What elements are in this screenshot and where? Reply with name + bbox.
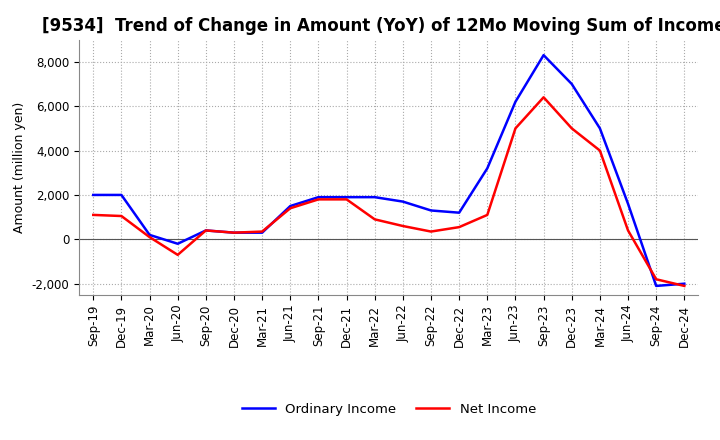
- Net Income: [427, 229, 436, 234]
- Ordinary Income: [89, 192, 98, 198]
- Ordinary Income: [455, 210, 464, 215]
- Legend: Ordinary Income, Net Income: Ordinary Income, Net Income: [236, 397, 541, 421]
- Ordinary Income: [427, 208, 436, 213]
- Ordinary Income: [174, 241, 182, 246]
- Net Income: [680, 283, 688, 289]
- Net Income: [342, 197, 351, 202]
- Net Income: [483, 212, 492, 217]
- Y-axis label: Amount (million yen): Amount (million yen): [13, 102, 26, 233]
- Ordinary Income: [370, 194, 379, 200]
- Ordinary Income: [286, 203, 294, 209]
- Net Income: [511, 126, 520, 131]
- Ordinary Income: [202, 228, 210, 233]
- Ordinary Income: [511, 99, 520, 104]
- Net Income: [595, 148, 604, 153]
- Ordinary Income: [624, 201, 632, 206]
- Net Income: [455, 224, 464, 230]
- Net Income: [399, 224, 408, 229]
- Net Income: [286, 205, 294, 211]
- Ordinary Income: [399, 199, 408, 204]
- Net Income: [314, 197, 323, 202]
- Net Income: [202, 228, 210, 233]
- Net Income: [652, 277, 660, 282]
- Ordinary Income: [680, 281, 688, 286]
- Net Income: [230, 230, 238, 235]
- Title: [9534]  Trend of Change in Amount (YoY) of 12Mo Moving Sum of Incomes: [9534] Trend of Change in Amount (YoY) o…: [42, 17, 720, 35]
- Ordinary Income: [230, 230, 238, 235]
- Net Income: [567, 126, 576, 131]
- Ordinary Income: [342, 194, 351, 200]
- Ordinary Income: [314, 194, 323, 200]
- Net Income: [89, 212, 98, 217]
- Net Income: [145, 235, 154, 240]
- Ordinary Income: [258, 230, 266, 235]
- Net Income: [370, 217, 379, 222]
- Net Income: [258, 229, 266, 234]
- Line: Ordinary Income: Ordinary Income: [94, 55, 684, 286]
- Ordinary Income: [117, 192, 126, 198]
- Net Income: [539, 95, 548, 100]
- Ordinary Income: [567, 81, 576, 87]
- Ordinary Income: [652, 283, 660, 289]
- Net Income: [624, 228, 632, 233]
- Net Income: [174, 252, 182, 257]
- Net Income: [117, 213, 126, 219]
- Ordinary Income: [483, 166, 492, 171]
- Ordinary Income: [595, 126, 604, 131]
- Ordinary Income: [539, 52, 548, 58]
- Ordinary Income: [145, 232, 154, 238]
- Line: Net Income: Net Income: [94, 97, 684, 286]
